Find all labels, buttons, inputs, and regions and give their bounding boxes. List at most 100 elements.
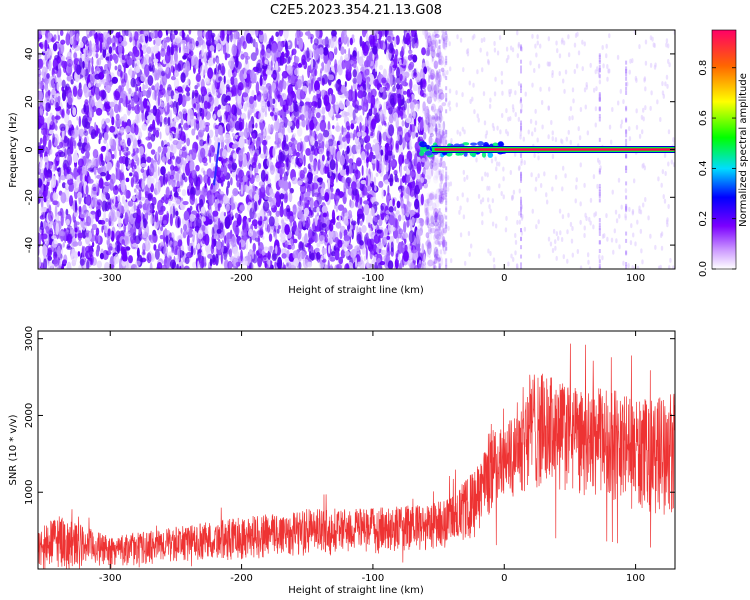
heatmap-cell (430, 215, 435, 224)
heatmap-cell (331, 36, 338, 49)
heatmap-cell (251, 161, 257, 169)
heatmap-cell (146, 203, 153, 216)
heatmap-cell (396, 134, 400, 142)
heatmap-cell (195, 135, 199, 140)
heatmap-cell (306, 47, 310, 59)
heatmap-cell (259, 30, 264, 35)
heatmap-cell (107, 228, 111, 237)
heatmap-cell (433, 212, 439, 222)
heatmap-cell (211, 238, 215, 250)
heatmap-cell (64, 169, 67, 177)
heatmap-cell (45, 112, 49, 117)
heatmap-cell (437, 89, 444, 95)
heatmap-cell (440, 129, 444, 138)
heatmap-cell (289, 238, 294, 245)
heatmap-cell (41, 228, 44, 236)
heatmap-cell (435, 168, 438, 181)
heatmap-cell (279, 205, 284, 218)
heatmap-cell (305, 216, 311, 229)
heatmap-cell (66, 75, 73, 82)
heatmap-cell (143, 218, 147, 229)
heatmap-cell (203, 174, 210, 185)
heatmap-cell (238, 103, 243, 110)
heatmap-cell (142, 242, 146, 254)
heatmap-cell (425, 207, 430, 220)
heatmap-cell (201, 45, 204, 57)
heatmap-cell (429, 43, 433, 52)
heatmap-cell (371, 107, 375, 114)
heatmap-cell (332, 125, 335, 130)
heatmap-cell (388, 206, 394, 213)
heatmap-cell (176, 63, 182, 72)
heatmap-cell (91, 65, 94, 75)
heatmap-cell (427, 40, 434, 52)
heatmap-cell (372, 201, 379, 206)
heatmap-cell (129, 36, 133, 43)
heatmap-cell (176, 263, 179, 269)
heatmap-cell (428, 193, 435, 201)
heatmap-cell (345, 177, 352, 184)
heatmap-cell (304, 191, 311, 198)
heatmap-cell (195, 40, 199, 47)
heatmap-cell (177, 166, 181, 174)
heatmap-cell (276, 172, 280, 183)
heatmap-cell (260, 169, 266, 183)
heatmap-cell (428, 122, 434, 136)
heatmap-cell (146, 236, 149, 245)
heatmap-cell (397, 214, 402, 222)
heatmap-cell (401, 119, 405, 127)
heatmap-cell (173, 51, 178, 62)
heatmap-cell (285, 158, 291, 171)
heatmap-cell (205, 30, 212, 43)
heatmap-cell (319, 119, 327, 132)
heatmap-cell (327, 259, 330, 269)
heatmap-cell (127, 103, 132, 111)
heatmap-cell (157, 146, 162, 153)
heatmap-cell (435, 115, 439, 122)
heatmap-cell (292, 133, 297, 138)
heatmap-cell (234, 77, 238, 86)
heatmap-cell (254, 224, 258, 230)
heatmap-cell (406, 168, 411, 176)
heatmap-cell (320, 255, 324, 261)
heatmap-cell (173, 38, 180, 46)
heatmap-cell (154, 181, 161, 195)
heatmap-cell (275, 60, 279, 72)
heatmap-cell (47, 162, 53, 170)
heatmap-cell (299, 241, 303, 249)
heatmap-cell (112, 185, 119, 196)
heatmap-cell (97, 208, 102, 218)
heatmap-cell (431, 202, 437, 211)
heatmap-cell (366, 192, 370, 199)
heatmap-cell (108, 210, 115, 222)
heatmap-cell (205, 124, 210, 133)
heatmap-cell (294, 56, 300, 64)
heatmap-cell (126, 79, 130, 92)
heatmap-cell (299, 101, 305, 107)
heatmap-cell (120, 70, 123, 78)
heatmap-cell (315, 89, 321, 95)
heatmap-cell (377, 242, 383, 250)
heatmap-cell (375, 157, 378, 171)
heatmap-cell (363, 203, 370, 216)
heatmap-cell (242, 40, 247, 50)
heatmap-cell (363, 255, 367, 262)
heatmap-cell (434, 224, 439, 232)
heatmap-cell (61, 182, 66, 189)
heatmap-cell (125, 188, 128, 199)
heatmap-cell (155, 113, 161, 124)
heatmap-cell (361, 150, 366, 161)
heatmap-cell (46, 247, 53, 257)
heatmap-cell (177, 239, 183, 247)
heatmap-cell (429, 160, 434, 170)
heatmap-cell (304, 177, 309, 183)
heatmap-cell (235, 174, 238, 181)
heatmap-cell (336, 263, 342, 269)
heatmap-cell (58, 46, 61, 57)
heatmap-cell (346, 145, 350, 154)
heatmap-cell (48, 129, 54, 135)
heatmap-cell (144, 30, 149, 37)
heatmap-cell (146, 175, 152, 189)
heatmap-cell (339, 132, 343, 146)
heatmap-cell (82, 60, 85, 69)
